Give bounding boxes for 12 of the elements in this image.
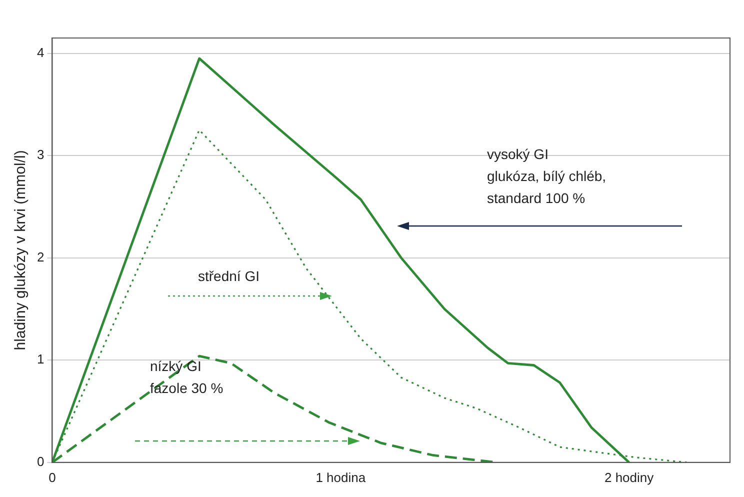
annotation: nízký GI fazole 30 %: [150, 358, 224, 396]
y-tick-label: 2: [36, 249, 44, 264]
y-axis-title: hladiny glukózy v krvi (mmol/l): [12, 150, 30, 350]
y-tick-label: 3: [36, 147, 44, 162]
annotation: střední GI: [198, 268, 260, 284]
x-tick-label: 2 hodiny: [604, 470, 654, 485]
x-tick-label: 1 hodina: [316, 470, 366, 485]
y-tick-label: 4: [36, 44, 44, 60]
x-tick-label: 0: [48, 470, 56, 485]
annotation: vysoký GI glukóza, bílý chléb, standard 100 %: [487, 146, 606, 206]
y-tick-label: 1: [36, 352, 44, 367]
y-tick-label: 0: [36, 454, 44, 469]
